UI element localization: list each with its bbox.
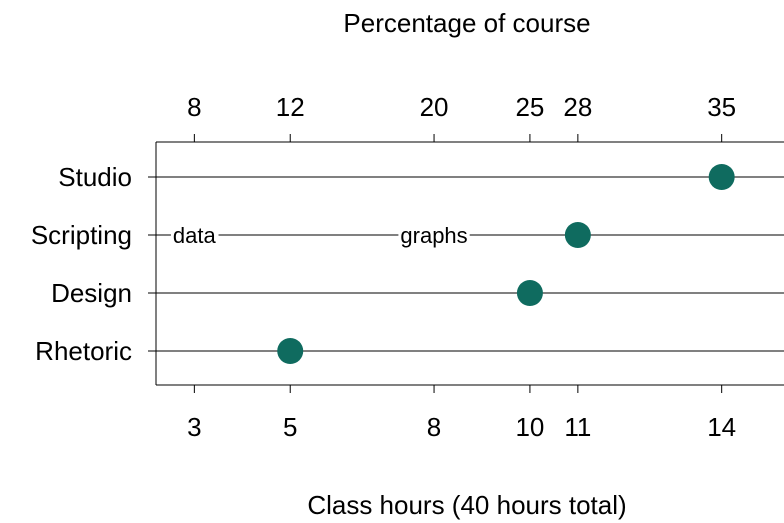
bottom-tick-label: 3: [187, 412, 201, 442]
data-point-studio: [709, 164, 735, 190]
data-point-design: [517, 280, 543, 306]
data-points: [277, 164, 734, 364]
category-label-rhetoric: Rhetoric: [35, 336, 132, 366]
x-axis-label: Class hours (40 hours total): [307, 490, 626, 520]
data-point-scripting: [565, 222, 591, 248]
top-tick-label: 28: [563, 92, 592, 122]
category-rows: Studio Scripting Design Rhetoric: [31, 162, 784, 366]
bottom-tick-label: 5: [283, 412, 297, 442]
category-label-studio: Studio: [58, 162, 132, 192]
top-tick-label: 35: [707, 92, 736, 122]
top-tick-label: 20: [420, 92, 449, 122]
axis-ticks: 3 8 5 12 8 20 10 25 11 28 14 35: [187, 92, 736, 442]
bottom-tick-label: 8: [427, 412, 441, 442]
bottom-tick-label: 14: [707, 412, 736, 442]
annotation-data: data: [173, 223, 217, 248]
bottom-tick-label: 11: [564, 412, 591, 442]
category-label-scripting: Scripting: [31, 220, 132, 250]
annotation-graphs: graphs: [400, 223, 467, 248]
top-tick-label: 12: [276, 92, 305, 122]
data-point-rhetoric: [277, 338, 303, 364]
chart-title: Percentage of course: [343, 8, 590, 38]
category-label-design: Design: [51, 278, 132, 308]
top-tick-label: 8: [187, 92, 201, 122]
bottom-tick-label: 10: [515, 412, 544, 442]
top-tick-label: 25: [515, 92, 544, 122]
